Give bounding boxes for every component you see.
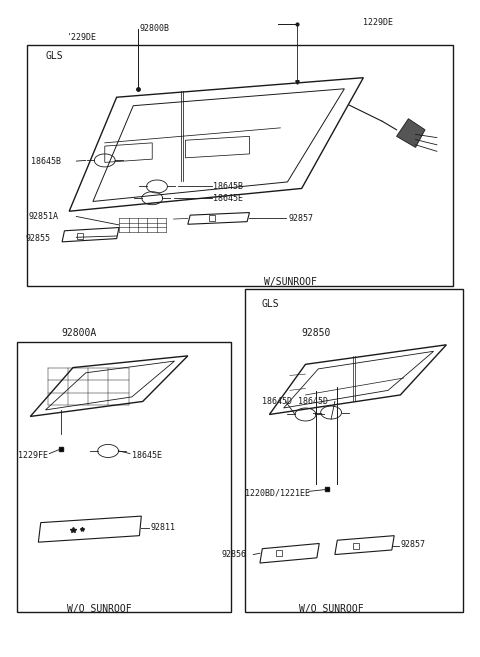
Text: 18645D: 18645D [262, 397, 292, 406]
Text: 92855: 92855 [25, 234, 50, 243]
Text: GLS: GLS [261, 299, 279, 309]
Bar [245, 290, 463, 612]
Text: 18645B: 18645B [213, 182, 243, 191]
Text: 1229FE: 1229FE [18, 451, 48, 460]
Text: 1229DE: 1229DE [363, 18, 393, 27]
Text: 92857: 92857 [400, 540, 425, 549]
Text: 92851A: 92851A [29, 212, 59, 221]
Text: 92856: 92856 [222, 550, 247, 559]
Text: 18645E: 18645E [132, 451, 162, 460]
Text: 92850: 92850 [301, 328, 331, 338]
Text: 18645D: 18645D [298, 397, 328, 406]
Text: 92857: 92857 [288, 214, 313, 223]
Text: W/SUNROOF: W/SUNROOF [264, 277, 317, 286]
Polygon shape [396, 119, 425, 147]
Text: '229DE: '229DE [67, 33, 97, 42]
Bar [17, 342, 230, 612]
Text: 92800B: 92800B [139, 24, 169, 34]
Text: 1220BD/1221EE: 1220BD/1221EE [245, 488, 310, 497]
Text: 92811: 92811 [151, 523, 176, 532]
Text: 18645B: 18645B [31, 156, 61, 166]
Text: 92800A: 92800A [61, 328, 96, 338]
Bar [26, 45, 454, 286]
Text: 18645E: 18645E [213, 194, 243, 203]
Text: W/O SUNROOF: W/O SUNROOF [67, 604, 132, 614]
Text: W/O SUNROOF: W/O SUNROOF [300, 604, 364, 614]
Text: GLS: GLS [46, 51, 63, 61]
